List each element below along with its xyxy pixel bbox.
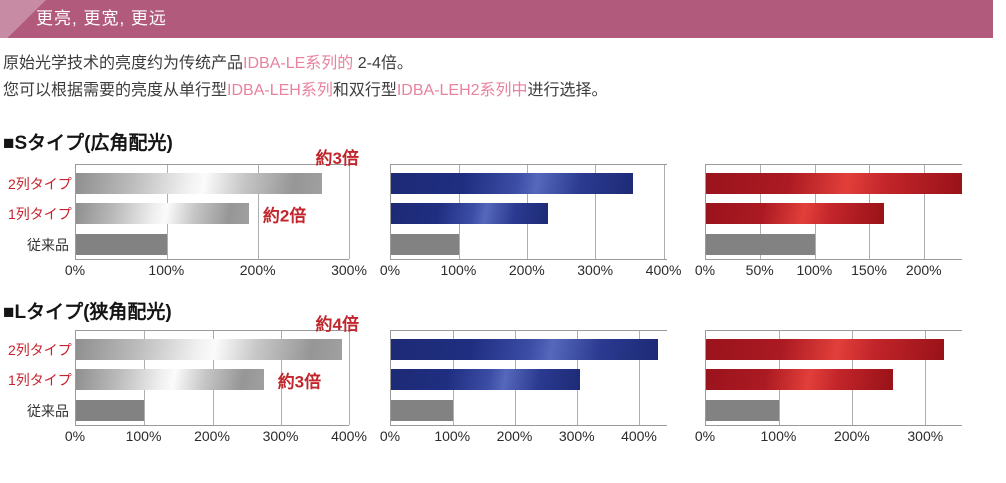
bar-2列タイプ — [391, 173, 633, 194]
gridline — [280, 331, 282, 425]
category-label-1列タイプ: 1列タイプ — [8, 371, 72, 388]
x-axis-ticks: 0% 100% 200% 300% 400% — [380, 428, 667, 446]
bar-1列タイプ — [76, 369, 264, 390]
gridline — [349, 331, 350, 425]
gridline — [923, 165, 925, 259]
category-label-従来品: 従来品 — [27, 402, 69, 419]
x-tick-label: 200% — [239, 262, 276, 278]
intro-line2-mid: 和双行型 — [332, 82, 397, 99]
x-tick-label: 300% — [907, 428, 944, 444]
chart-s-blue: 0% 100% 200% 300% 400% — [380, 164, 682, 282]
bar-1列タイプ — [391, 203, 548, 224]
chart-s-red: 0% 50% 100% 150% 200% — [695, 164, 962, 282]
bar-1列タイプ — [706, 203, 884, 224]
bar-従来品 — [391, 400, 454, 421]
x-tick-label: 200% — [905, 262, 942, 278]
intro-text: 原始光学技术的亮度约为传统产品IDBA-LE系列的 2-4倍。 您可以根据需要的… — [3, 50, 608, 104]
x-tick-label: 100% — [760, 428, 797, 444]
chart-l-silver: 2列タイプ 1列タイプ 従来品 約4倍 約3倍 0% 100% 200% 300% 400% — [8, 315, 367, 448]
gridline — [258, 165, 259, 259]
x-tick-label: 400% — [645, 262, 682, 278]
x-tick-label: 150% — [851, 262, 887, 278]
gridline — [349, 165, 350, 259]
bar-従来品 — [76, 234, 167, 255]
x-tick-label: 0% — [379, 262, 401, 278]
x-tick-label: 0% — [379, 428, 401, 444]
plot-area — [705, 164, 962, 260]
x-tick-label: 200% — [508, 262, 545, 278]
x-tick-label: 300% — [577, 262, 614, 278]
chart-s-silver: 2列タイプ 1列タイプ 従来品 約3倍 約2倍 0% 100% 200% 300% — [8, 149, 367, 282]
intro-line2-pre: 您可以根据需要的亮度从单行型 — [3, 82, 228, 99]
x-tick-label: 200% — [496, 428, 533, 444]
plot-area: 約4倍約3倍 — [75, 315, 359, 426]
product-name-idba-le: IDBA-LE系列的 — [243, 55, 354, 72]
intro-line1-post: 2-4倍。 — [353, 55, 413, 72]
x-tick-label: 100% — [125, 428, 162, 444]
gridline — [639, 331, 641, 425]
chart-l-blue: 0% 100% 200% 300% 400% — [380, 330, 667, 448]
chart-l-red: 0% 100% 200% 300% — [695, 330, 962, 448]
intro-line1-pre: 原始光学技术的亮度约为传统产品 — [3, 55, 244, 72]
x-tick-label: 0% — [694, 428, 716, 444]
bar-2列タイプ — [76, 173, 322, 194]
x-tick-label: 300% — [262, 428, 299, 444]
category-label-2列タイプ: 2列タイプ — [8, 341, 72, 358]
x-tick-label: 0% — [694, 262, 716, 278]
category-label-従来品: 従来品 — [27, 236, 69, 253]
intro-line2-post: 进行选择。 — [527, 82, 608, 99]
annotation: 約3倍 — [315, 149, 359, 168]
x-tick-label: 0% — [64, 428, 86, 444]
annotation: 約2倍 — [262, 206, 307, 225]
bar-2列タイプ — [706, 173, 962, 194]
bar-従来品 — [391, 234, 460, 255]
bar-2列タイプ — [391, 339, 658, 360]
x-tick-label: 400% — [621, 428, 657, 444]
section-title-s-type: ■Sタイプ(広角配光) — [3, 133, 173, 154]
x-axis-ticks: 0% 100% 200% 300% 400% — [65, 428, 367, 446]
annotation: 約4倍 — [315, 315, 359, 334]
header-band: 更亮, 更宽, 更远 — [0, 0, 993, 38]
x-axis-ticks: 0% 100% 200% 300% 400% — [380, 262, 682, 280]
intro-line-1: 原始光学技术的亮度约为传统产品IDBA-LE系列的 2-4倍。 — [3, 50, 608, 77]
gridline — [663, 165, 665, 259]
x-tick-label: 50% — [745, 262, 774, 278]
plot-area — [390, 330, 667, 426]
x-axis-ticks: 0% 100% 200% 300% — [695, 428, 962, 446]
plot-area — [705, 330, 962, 426]
plot-area: 約3倍約2倍 — [75, 149, 359, 260]
bar-1列タイプ — [76, 203, 249, 224]
bar-従来品 — [706, 400, 780, 421]
gridline — [595, 165, 597, 259]
category-label-1列タイプ: 1列タイプ — [8, 205, 72, 222]
x-tick-label: 400% — [331, 428, 367, 444]
bar-従来品 — [76, 400, 145, 421]
x-tick-label: 300% — [331, 262, 367, 278]
x-axis-ticks: 0% 50% 100% 150% 200% — [695, 262, 962, 280]
x-tick-label: 200% — [194, 428, 230, 444]
x-tick-label: 300% — [558, 428, 595, 444]
bar-1列タイプ — [706, 369, 893, 390]
x-tick-label: 200% — [833, 428, 870, 444]
bar-2列タイプ — [76, 339, 343, 360]
category-label-2列タイプ: 2列タイプ — [8, 175, 72, 192]
plot-area — [390, 164, 667, 260]
intro-line-2: 您可以根据需要的亮度从单行型IDBA-LEH系列和双行型IDBA-LEH2系列中… — [3, 77, 608, 104]
x-tick-label: 100% — [148, 262, 185, 278]
product-name-idba-leh2: IDBA-LEH2系列中 — [396, 82, 528, 99]
bar-2列タイプ — [706, 339, 944, 360]
bar-従来品 — [706, 234, 815, 255]
x-tick-label: 100% — [440, 262, 477, 278]
section-title-l-type: ■Lタイプ(狭角配光) — [3, 302, 172, 323]
x-tick-label: 100% — [796, 262, 833, 278]
bar-1列タイプ — [391, 369, 581, 390]
x-tick-label: 0% — [64, 262, 86, 278]
band-title: 更亮, 更宽, 更远 — [36, 9, 167, 28]
x-axis-ticks: 0% 100% 200% 300% — [65, 262, 367, 280]
annotation: 約3倍 — [277, 372, 322, 391]
gridline — [925, 331, 927, 425]
product-name-idba-leh: IDBA-LEH系列 — [227, 82, 333, 99]
x-tick-label: 100% — [434, 428, 471, 444]
